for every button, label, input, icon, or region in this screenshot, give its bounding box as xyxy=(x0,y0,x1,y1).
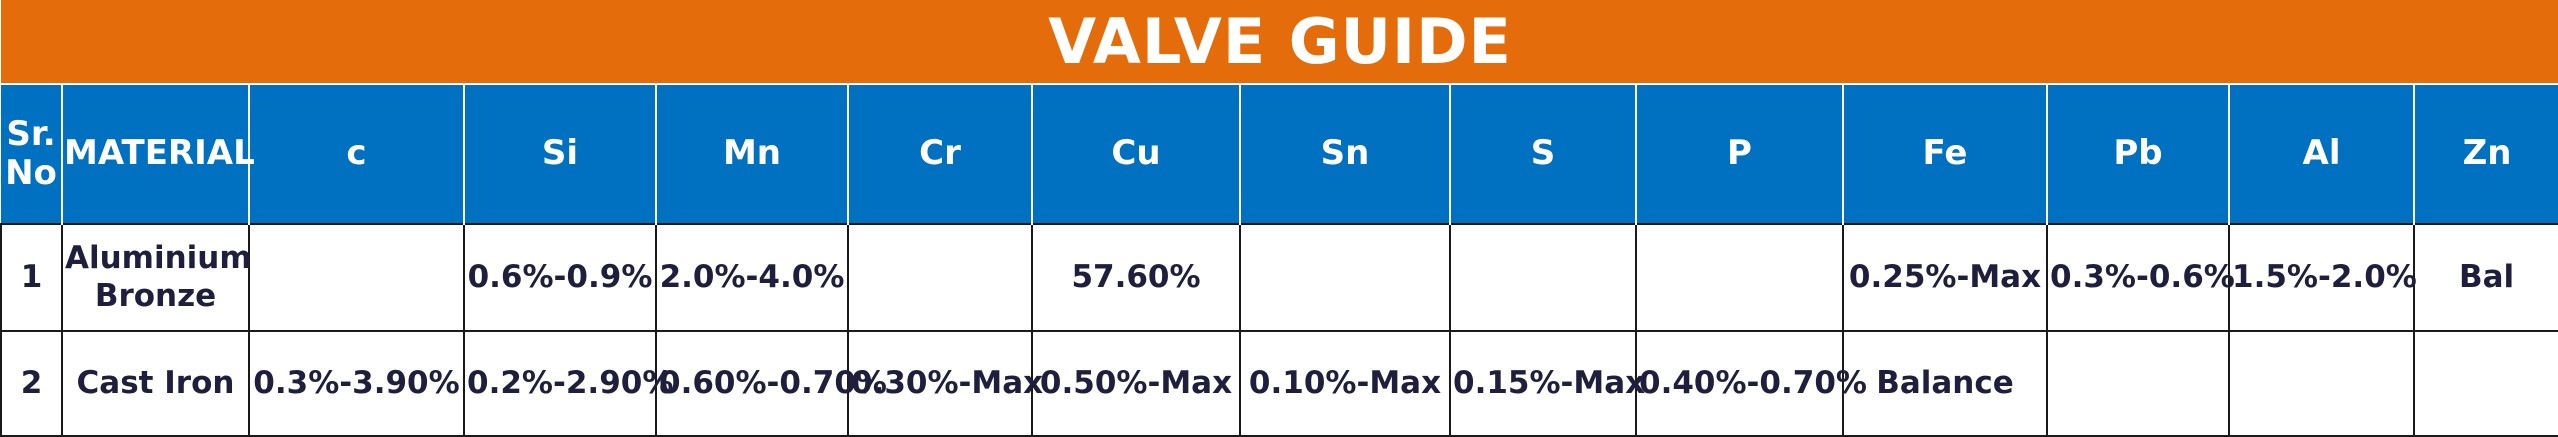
header-sr-no: Sr. No xyxy=(1,84,63,224)
cell-zn: Bal xyxy=(2412,223,2558,332)
cell-c xyxy=(248,223,465,332)
header-cu: Cu xyxy=(1032,84,1241,224)
cell-pb xyxy=(2046,330,2230,437)
cell-s: 0.15%-Max xyxy=(1449,330,1645,437)
cell-s xyxy=(1449,223,1637,332)
header-c: c xyxy=(249,84,465,224)
header-cr: Cr xyxy=(848,84,1033,224)
cell-sr-no: 1 xyxy=(0,223,63,332)
header-si: Si xyxy=(464,84,657,224)
cell-sn xyxy=(1239,223,1451,332)
cell-p xyxy=(1635,223,1844,332)
header-sn: Sn xyxy=(1240,84,1451,224)
cell-al xyxy=(2228,330,2415,437)
header-p: P xyxy=(1636,84,1844,224)
header-pb: Pb xyxy=(2047,84,2230,224)
cell-mn: 0.60%-0.70% xyxy=(655,330,887,437)
page-title: VALVE GUIDE xyxy=(1,0,2558,85)
cell-cu: 57.60% xyxy=(1031,223,1241,332)
cell-zn xyxy=(2412,330,2558,437)
table-row: 2 Cast Iron 0.3%-3.90% 0.2%-2.90% 0.60%-… xyxy=(0,330,2558,437)
header-fe: Fe xyxy=(1843,84,2048,224)
header-zn: Zn xyxy=(2414,84,2558,224)
cell-p: 0.40%-0.70% xyxy=(1635,330,1867,437)
table-row: 1 Aluminium Bronze 0.6%-0.9% 2.0%-4.0% 5… xyxy=(0,223,2558,332)
cell-material: Aluminium Bronze xyxy=(61,223,252,332)
cell-fe: Balance xyxy=(1842,330,2048,437)
cell-sr-no: 2 xyxy=(0,330,63,437)
cell-material: Cast Iron xyxy=(61,330,250,437)
header-al: Al xyxy=(2229,84,2415,224)
cell-fe: 0.25%-Max xyxy=(1842,223,2048,332)
cell-cr xyxy=(847,223,1033,332)
cell-al: 1.5%-2.0% xyxy=(2228,223,2417,332)
header-mn: Mn xyxy=(656,84,849,224)
header-material: MATERIAL xyxy=(62,84,255,224)
cell-si: 0.2%-2.90% xyxy=(463,330,673,437)
cell-sn: 0.10%-Max xyxy=(1239,330,1451,437)
cell-si: 0.6%-0.9% xyxy=(463,223,657,332)
cell-pb: 0.3%-0.6% xyxy=(2046,223,2235,332)
cell-mn: 2.0%-4.0% xyxy=(655,223,849,332)
cell-cu: 0.50%-Max xyxy=(1031,330,1241,437)
cell-cr: 0.30%-Max xyxy=(847,330,1043,437)
cell-c: 0.3%-3.90% xyxy=(248,330,465,437)
header-s: S xyxy=(1450,84,1637,224)
header-row: Sr. No MATERIAL c Si Mn Cr Cu Sn S P Fe … xyxy=(1,84,2558,224)
